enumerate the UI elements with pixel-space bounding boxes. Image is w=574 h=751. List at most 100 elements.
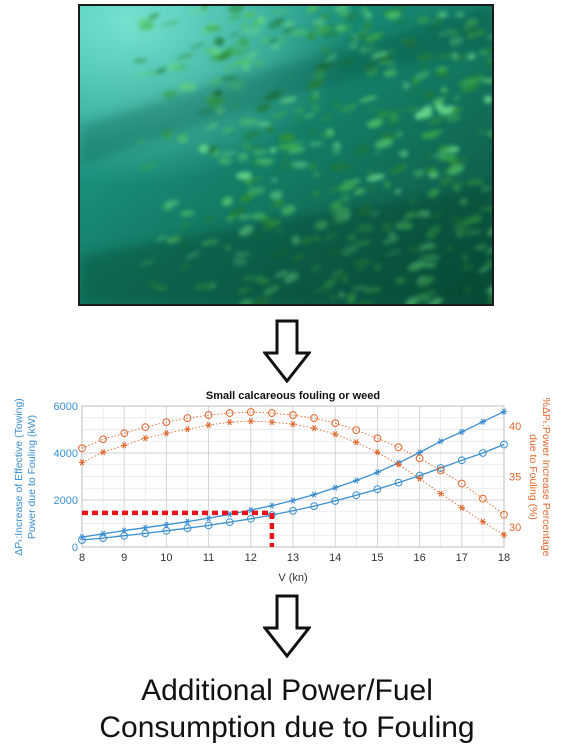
- x-axis-label: V (kn): [278, 572, 307, 584]
- series-2-point: [141, 529, 150, 538]
- star-stroke: [164, 430, 169, 437]
- series-3-point: [373, 434, 382, 443]
- star-stroke: [100, 449, 106, 456]
- series-3-point: [141, 423, 150, 432]
- series-2-point: [78, 536, 86, 544]
- series-4-point: [247, 417, 255, 425]
- series-4-point: [395, 461, 402, 468]
- y-right-tick-label: 35: [509, 472, 521, 484]
- star-stroke: [333, 484, 338, 491]
- series-1-point: [416, 449, 423, 456]
- series-3-point: [183, 414, 192, 422]
- series-2-point: [204, 521, 213, 530]
- star-stroke: [396, 461, 401, 468]
- down-arrow-outline-icon: [263, 594, 311, 658]
- series-1-point: [479, 418, 487, 425]
- series-1-point: [268, 502, 276, 509]
- chart-annotation: [82, 510, 275, 547]
- series-4-point: [289, 420, 297, 428]
- series-4-point: [205, 421, 212, 429]
- down-arrow-outline-icon: [263, 319, 311, 383]
- series-2-point: [500, 440, 508, 449]
- conclusion-text: Additional Power/Fuel Consumption due to…: [0, 672, 574, 746]
- y-left-tick-label: 4000: [54, 448, 78, 460]
- series-4-point: [437, 490, 445, 497]
- series-2-point: [99, 534, 107, 542]
- series-1-point: [205, 514, 212, 522]
- x-tick-label: 11: [203, 552, 214, 564]
- conclusion-line-2: Consumption due to Fouling: [99, 711, 475, 744]
- series-4-point: [78, 459, 86, 466]
- series-4-point: [120, 442, 128, 449]
- y-right-tick-label: 30: [509, 522, 521, 534]
- star-stroke: [311, 491, 317, 498]
- star-stroke: [438, 438, 443, 445]
- series-4-point: [500, 531, 508, 539]
- star-stroke: [354, 477, 359, 484]
- conclusion-line-1: Additional Power/Fuel: [141, 674, 433, 707]
- x-tick-label: 13: [287, 552, 299, 564]
- series-3-point: [352, 426, 361, 435]
- star-stroke: [375, 469, 380, 476]
- series-4-point: [184, 426, 191, 433]
- y-left-tick-label: 6000: [54, 401, 78, 413]
- series-1-point: [289, 497, 297, 504]
- series-3-point: [78, 444, 86, 453]
- series-1-point: [184, 518, 191, 525]
- fouling-photo: [78, 4, 494, 306]
- series-1-point: [500, 408, 508, 415]
- star-stroke: [417, 475, 422, 482]
- star-stroke: [143, 524, 148, 531]
- star-stroke: [227, 511, 232, 518]
- series-4-point: [458, 504, 466, 511]
- x-tick-label: 10: [160, 552, 172, 564]
- series-3-point: [120, 429, 129, 438]
- y-axis-right-label-line1: %ΔPₜ:Power Increase Percentage: [540, 398, 552, 557]
- chart-series: [78, 408, 508, 544]
- star-stroke: [164, 521, 169, 528]
- star-stroke: [122, 442, 127, 449]
- star-stroke: [417, 449, 422, 456]
- series-2-point: [120, 531, 129, 540]
- series-3-point: [394, 443, 403, 452]
- y-left-tick-label: 2000: [54, 495, 78, 507]
- series-3-point: [310, 414, 319, 422]
- x-tick-label: 18: [498, 552, 510, 564]
- series-3-line: [81, 411, 505, 516]
- star-stroke: [79, 459, 85, 466]
- series-1-point: [437, 438, 445, 445]
- star-stroke: [501, 531, 507, 539]
- series-4-point: [99, 449, 107, 456]
- series-4-point: [226, 418, 233, 426]
- series-3-point: [99, 435, 107, 444]
- series-4-point: [268, 418, 276, 426]
- x-tick-label: 16: [413, 552, 425, 564]
- series-3-point: [289, 411, 297, 419]
- series-2-point: [352, 491, 361, 500]
- series-4-point: [142, 435, 149, 442]
- series-3-point: [225, 409, 234, 417]
- series-3-point: [246, 408, 255, 416]
- series-1-point: [352, 477, 360, 484]
- y-right-tick-label: 40: [509, 421, 521, 433]
- series-2-point: [331, 497, 340, 505]
- series-2-point: [183, 524, 192, 533]
- series-2-point: [479, 449, 487, 457]
- star-stroke: [480, 518, 486, 525]
- series-3-point: [457, 479, 466, 488]
- star-stroke: [290, 420, 296, 428]
- series-1-point: [374, 469, 381, 476]
- star-stroke: [248, 506, 253, 514]
- star-stroke: [501, 408, 507, 415]
- series-2-point: [457, 456, 466, 465]
- star-stroke: [79, 533, 85, 541]
- series-2-point: [289, 506, 297, 515]
- series-2-point: [246, 514, 255, 523]
- series-4-point: [479, 518, 487, 525]
- series-4-point: [416, 475, 423, 482]
- series-2-line: [81, 443, 505, 541]
- series-1-point: [163, 521, 170, 528]
- x-tick-label: 9: [121, 552, 127, 564]
- x-tick-label: 12: [245, 552, 257, 564]
- series-2-point: [225, 518, 234, 526]
